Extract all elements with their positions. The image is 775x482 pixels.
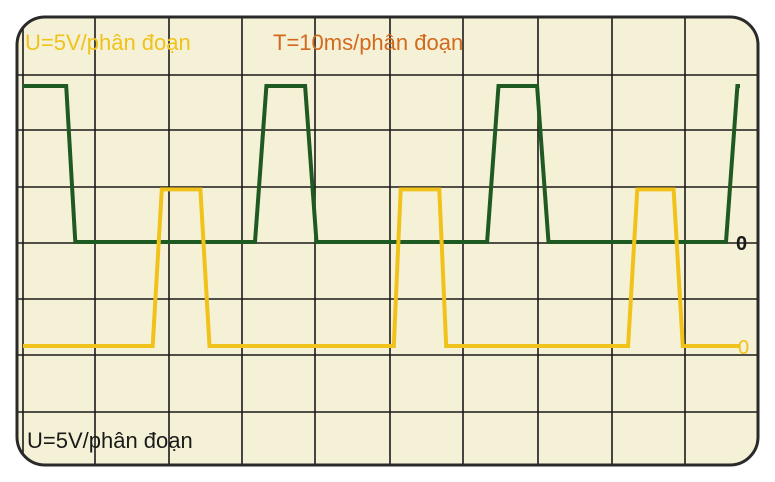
yellow-channel-scale-label: U=5V/phân đoạn [25,30,191,55]
yellow-trace [23,187,740,348]
traces [23,84,740,348]
screen-frame [15,15,760,467]
green-channel-scale-label: U=5V/phân đoạn [27,428,193,453]
green-zero-marker: 0 [736,233,747,255]
green-trace [23,84,740,244]
yellow-zero-marker: 0 [738,337,749,359]
time-scale-label: T=10ms/phân đoạn [273,30,463,55]
